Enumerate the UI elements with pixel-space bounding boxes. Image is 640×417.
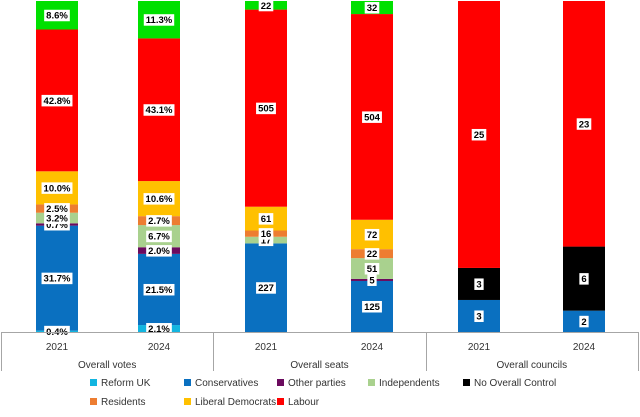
legend-label-conservatives: Conservatives xyxy=(195,378,258,389)
data-label-overall-seats-2021-residents: 16 xyxy=(261,229,272,240)
legend-label-liberal-democrats: Liberal Democrats xyxy=(195,397,276,408)
data-label-overall-seats-2024-labour: 504 xyxy=(364,112,381,123)
data-label-bg xyxy=(258,234,274,247)
legend-swatch-residents xyxy=(90,398,97,405)
data-label-overall-votes-2024-liberal-democrats: 10.6% xyxy=(146,194,173,205)
data-label-bg xyxy=(364,263,380,275)
data-label-overall-votes-2021-greens: 8.6% xyxy=(46,11,68,22)
x-tick-label-overall-councils-2021: 2021 xyxy=(468,342,491,353)
data-label-overall-votes-2021-conservatives: 31.7% xyxy=(44,274,71,285)
data-label-overall-seats-2021-independents: 17 xyxy=(261,236,272,247)
data-label-overall-votes-2024-other-parties: 2.0% xyxy=(148,246,170,257)
data-label-overall-seats-2021-liberal-democrats: 61 xyxy=(261,214,272,225)
data-label-overall-councils-2021-labour: 25 xyxy=(474,130,485,141)
data-label-bg xyxy=(471,128,487,141)
data-label-bg xyxy=(579,273,589,285)
data-label-bg xyxy=(258,213,274,225)
legend-swatch-labour xyxy=(277,398,284,405)
data-label-bg xyxy=(362,111,382,123)
legend-label-reform-uk: Reform UK xyxy=(101,378,151,389)
legend-label-independents: Independents xyxy=(379,378,440,389)
data-label-bg xyxy=(364,228,380,241)
data-label-bg xyxy=(364,248,380,260)
data-label-bg xyxy=(146,245,172,257)
data-label-overall-seats-2021-labour: 505 xyxy=(258,104,275,115)
data-label-bg xyxy=(44,325,70,338)
data-label-bg xyxy=(143,104,175,116)
data-label-overall-councils-2024-conservatives: 2 xyxy=(581,317,586,328)
x-tick-label-overall-seats-2024: 2024 xyxy=(361,342,384,353)
data-label-bg xyxy=(258,228,274,240)
x-group-label-overall-votes: Overall votes xyxy=(78,360,136,371)
data-label-overall-seats-2024-residents: 22 xyxy=(367,249,378,260)
data-label-overall-seats-2024-liberal-democrats: 72 xyxy=(367,230,378,241)
legend-label-no-overall-control: No Overall Control xyxy=(474,378,556,389)
legend-label-residents: Residents xyxy=(101,397,145,408)
data-label-overall-seats-2024-other-parties: 5 xyxy=(369,275,375,286)
data-label-bg xyxy=(362,300,382,313)
data-label-bg xyxy=(364,2,380,14)
data-label-bg xyxy=(474,278,484,290)
legend-swatch-liberal-democrats xyxy=(184,398,191,405)
data-label-overall-votes-2021-other-parties: 0.7% xyxy=(46,220,68,231)
legend-swatch-other-parties xyxy=(277,379,284,386)
data-label-bg xyxy=(146,230,172,243)
data-label-overall-votes-2024-reform-uk: 2.1% xyxy=(148,324,170,335)
data-label-bg xyxy=(576,118,592,130)
data-label-overall-seats-2021-conservatives: 227 xyxy=(258,283,274,294)
data-label-overall-votes-2021-labour: 42.8% xyxy=(44,96,71,107)
legend-swatch-conservatives xyxy=(184,379,191,386)
data-label-overall-seats-2021-greens: 22 xyxy=(261,1,272,12)
data-label-overall-votes-2021-independents: 3.2% xyxy=(46,214,68,225)
data-label-overall-councils-2021-no-overall-control: 3 xyxy=(476,279,481,290)
data-label-bg xyxy=(44,218,70,231)
data-label-overall-councils-2024-labour: 23 xyxy=(579,119,590,130)
data-label-overall-councils-2021-conservatives: 3 xyxy=(476,311,481,322)
data-label-bg xyxy=(146,215,172,227)
data-label-bg xyxy=(256,102,276,115)
data-label-overall-votes-2024-labour: 43.1% xyxy=(146,105,173,116)
legend-swatch-no-overall-control xyxy=(463,379,470,386)
data-label-bg xyxy=(41,94,73,107)
data-label-bg xyxy=(143,14,175,26)
data-label-bg xyxy=(44,9,70,22)
data-label-bg xyxy=(579,315,589,328)
data-label-bg xyxy=(143,283,175,296)
data-label-overall-seats-2024-conservatives: 125 xyxy=(364,302,381,313)
data-label-bg xyxy=(44,212,70,225)
data-label-overall-votes-2024-greens: 11.3% xyxy=(146,15,173,26)
data-label-overall-votes-2021-liberal-democrats: 10.0% xyxy=(44,183,71,194)
data-label-bg xyxy=(41,272,73,285)
data-label-bg xyxy=(143,193,175,205)
legend-swatch-independents xyxy=(368,379,375,386)
data-label-overall-seats-2024-greens: 32 xyxy=(367,3,378,14)
data-label-bg xyxy=(258,0,274,12)
x-tick-label-overall-seats-2021: 2021 xyxy=(255,342,278,353)
legend-label-other-parties: Other parties xyxy=(288,378,346,389)
data-label-overall-votes-2021-residents: 2.5% xyxy=(46,204,68,215)
data-label-bg xyxy=(44,203,70,215)
data-label-bg xyxy=(474,310,484,322)
data-label-overall-votes-2024-residents: 2.7% xyxy=(148,216,170,227)
x-group-label-overall-seats: Overall seats xyxy=(290,360,348,371)
data-label-bg xyxy=(256,282,276,294)
data-label-bg xyxy=(367,274,377,286)
x-tick-label-overall-councils-2024: 2024 xyxy=(573,342,596,353)
data-label-overall-seats-2024-independents: 51 xyxy=(367,264,378,275)
x-tick-label-overall-votes-2021: 2021 xyxy=(46,342,69,353)
data-label-overall-votes-2024-independents: 6.7% xyxy=(148,232,170,243)
x-tick-label-overall-votes-2024: 2024 xyxy=(148,342,171,353)
data-label-overall-councils-2024-no-overall-control: 6 xyxy=(581,274,586,285)
data-label-bg xyxy=(41,182,73,194)
legend-swatch-reform-uk xyxy=(90,379,97,386)
data-label-bg xyxy=(146,323,172,335)
legend-label-labour: Labour xyxy=(288,397,320,408)
data-label-overall-votes-2024-conservatives: 21.5% xyxy=(146,285,173,296)
x-group-label-overall-councils: Overall councils xyxy=(497,360,568,371)
